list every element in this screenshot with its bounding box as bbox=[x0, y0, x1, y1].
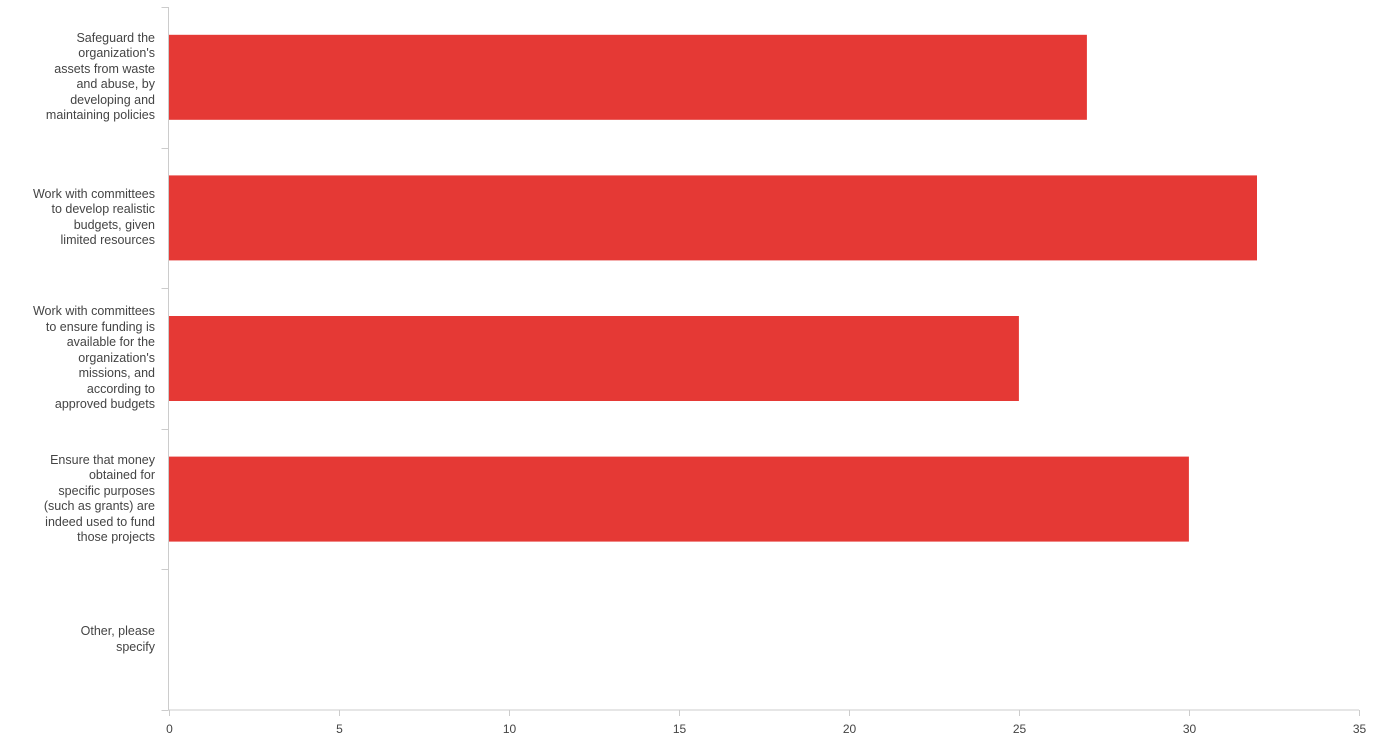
y-category-label-line: obtained for bbox=[88, 468, 155, 483]
y-category-label-line: to ensure funding is bbox=[45, 319, 155, 334]
y-category-label-line: Ensure that money bbox=[50, 452, 155, 467]
x-tick-label: 10 bbox=[503, 722, 517, 736]
y-category-label-line: those projects bbox=[77, 530, 155, 545]
y-category-label: Safeguard the organization's assets from w… bbox=[0, 31, 155, 124]
bar bbox=[168, 34, 1087, 120]
y-category-label-line: Work with committees bbox=[32, 186, 155, 201]
y-category-label-line: indeed used to fund bbox=[45, 514, 155, 529]
y-category-label-line: and abuse, by bbox=[76, 77, 155, 92]
y-category-label: Other, please specify bbox=[0, 624, 155, 655]
y-category-label-line: organization's bbox=[78, 46, 155, 61]
y-category-label-line: organization's bbox=[78, 350, 155, 365]
x-tick-label: 0 bbox=[166, 722, 173, 736]
y-category-label-line: budgets, given bbox=[73, 217, 155, 232]
y-category-label-line: available for the bbox=[66, 335, 155, 350]
y-category-label-line: assets from waste bbox=[54, 61, 155, 76]
y-category-label-line: Safeguard the bbox=[76, 30, 155, 45]
y-category-label-line: developing and bbox=[70, 92, 155, 107]
y-category-label-line: specific purposes bbox=[58, 483, 155, 498]
y-category-label-line: to develop realistic bbox=[51, 202, 155, 217]
x-tick-label: 5 bbox=[336, 722, 343, 736]
bar bbox=[168, 316, 1019, 401]
y-category-label: Work with committees to ensure funding is… bbox=[0, 304, 155, 413]
bar bbox=[168, 175, 1257, 261]
y-category-label-line: according to bbox=[86, 381, 155, 396]
y-category-label-line: missions, and bbox=[78, 366, 155, 381]
y-category-label-line: Work with committees bbox=[32, 304, 155, 319]
y-category-label-line: (such as grants) are bbox=[43, 499, 155, 514]
y-category-label-line: approved budgets bbox=[54, 397, 155, 412]
x-tick-label: 20 bbox=[843, 722, 857, 736]
y-category-label-line: Other, please bbox=[80, 624, 155, 639]
x-tick-label: 30 bbox=[1183, 722, 1197, 736]
bar bbox=[168, 456, 1189, 542]
y-category-label: Work with committees to develop realistic… bbox=[0, 187, 155, 249]
y-category-label-line: maintaining policies bbox=[45, 108, 155, 123]
x-tick-label: 35 bbox=[1353, 722, 1367, 736]
y-category-label-line: specify bbox=[116, 639, 155, 654]
x-tick-label: 25 bbox=[1013, 722, 1027, 736]
x-tick-label: 15 bbox=[673, 722, 687, 736]
y-category-label: Ensure that money obtained for specific pu… bbox=[0, 453, 155, 546]
y-category-label-line: limited resources bbox=[60, 233, 155, 248]
